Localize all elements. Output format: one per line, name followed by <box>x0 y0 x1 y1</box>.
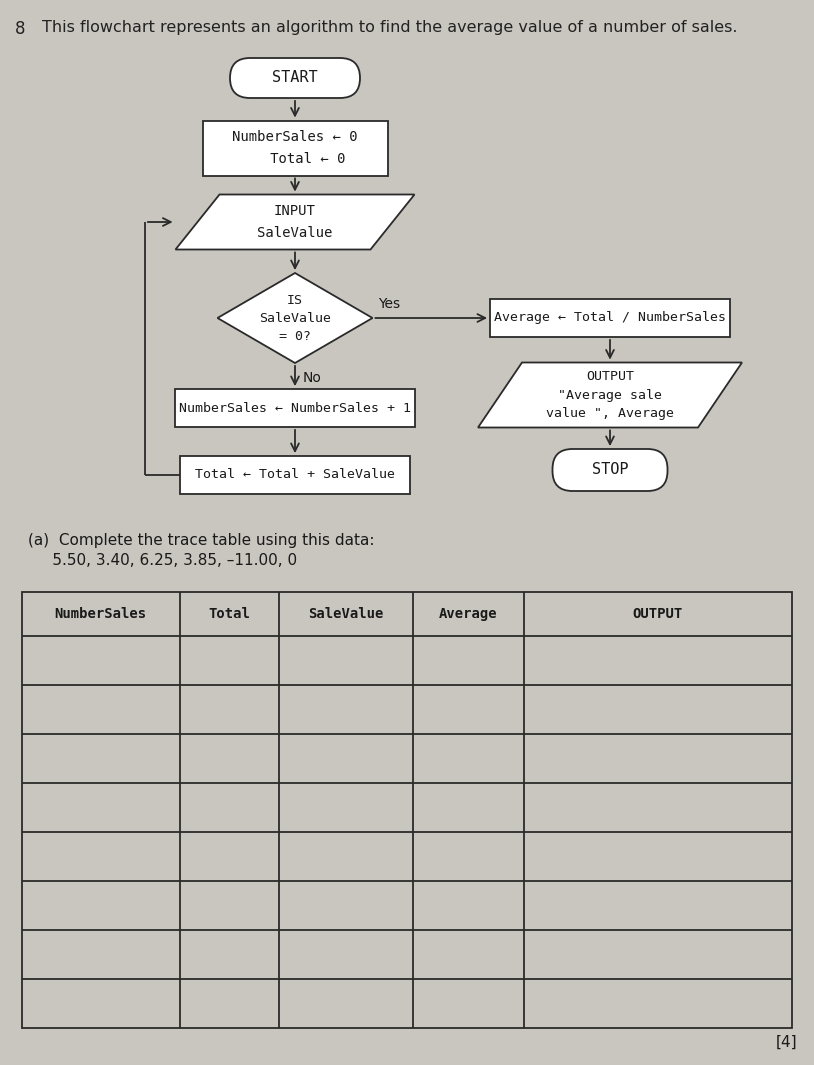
Text: NumberSales ← 0
   Total ← 0: NumberSales ← 0 Total ← 0 <box>232 130 358 166</box>
Text: STOP: STOP <box>592 462 628 477</box>
Text: NumberSales ← NumberSales + 1: NumberSales ← NumberSales + 1 <box>179 402 411 414</box>
Text: (a)  Complete the trace table using this data:: (a) Complete the trace table using this … <box>28 532 374 548</box>
Text: [4]: [4] <box>776 1035 797 1050</box>
Text: Average ← Total / NumberSales: Average ← Total / NumberSales <box>494 311 726 325</box>
Text: OUTPUT: OUTPUT <box>632 607 683 621</box>
Polygon shape <box>217 273 373 363</box>
Bar <box>490 299 730 337</box>
FancyBboxPatch shape <box>553 449 667 491</box>
Text: Total: Total <box>208 607 250 621</box>
FancyBboxPatch shape <box>230 58 360 98</box>
Text: No: No <box>303 371 322 386</box>
Text: 8: 8 <box>15 20 25 38</box>
Bar <box>203 120 387 176</box>
Text: Yes: Yes <box>379 297 400 311</box>
Text: 5.50, 3.40, 6.25, 3.85, –11.00, 0: 5.50, 3.40, 6.25, 3.85, –11.00, 0 <box>28 553 297 568</box>
Text: START: START <box>272 70 317 85</box>
Polygon shape <box>478 362 742 427</box>
Text: SaleValue: SaleValue <box>308 607 383 621</box>
Text: This flowchart represents an algorithm to find the average value of a number of : This flowchart represents an algorithm t… <box>42 20 737 35</box>
Text: NumberSales: NumberSales <box>55 607 147 621</box>
Text: OUTPUT
"Average sale
value ", Average: OUTPUT "Average sale value ", Average <box>546 371 674 420</box>
Bar <box>22 592 792 1028</box>
Text: IS
SaleValue
= 0?: IS SaleValue = 0? <box>259 294 331 343</box>
Text: INPUT
SaleValue: INPUT SaleValue <box>257 204 333 240</box>
Polygon shape <box>176 195 414 249</box>
Bar <box>175 389 415 427</box>
Text: Average: Average <box>439 607 497 621</box>
Text: Total ← Total + SaleValue: Total ← Total + SaleValue <box>195 469 395 481</box>
Bar <box>180 456 410 494</box>
